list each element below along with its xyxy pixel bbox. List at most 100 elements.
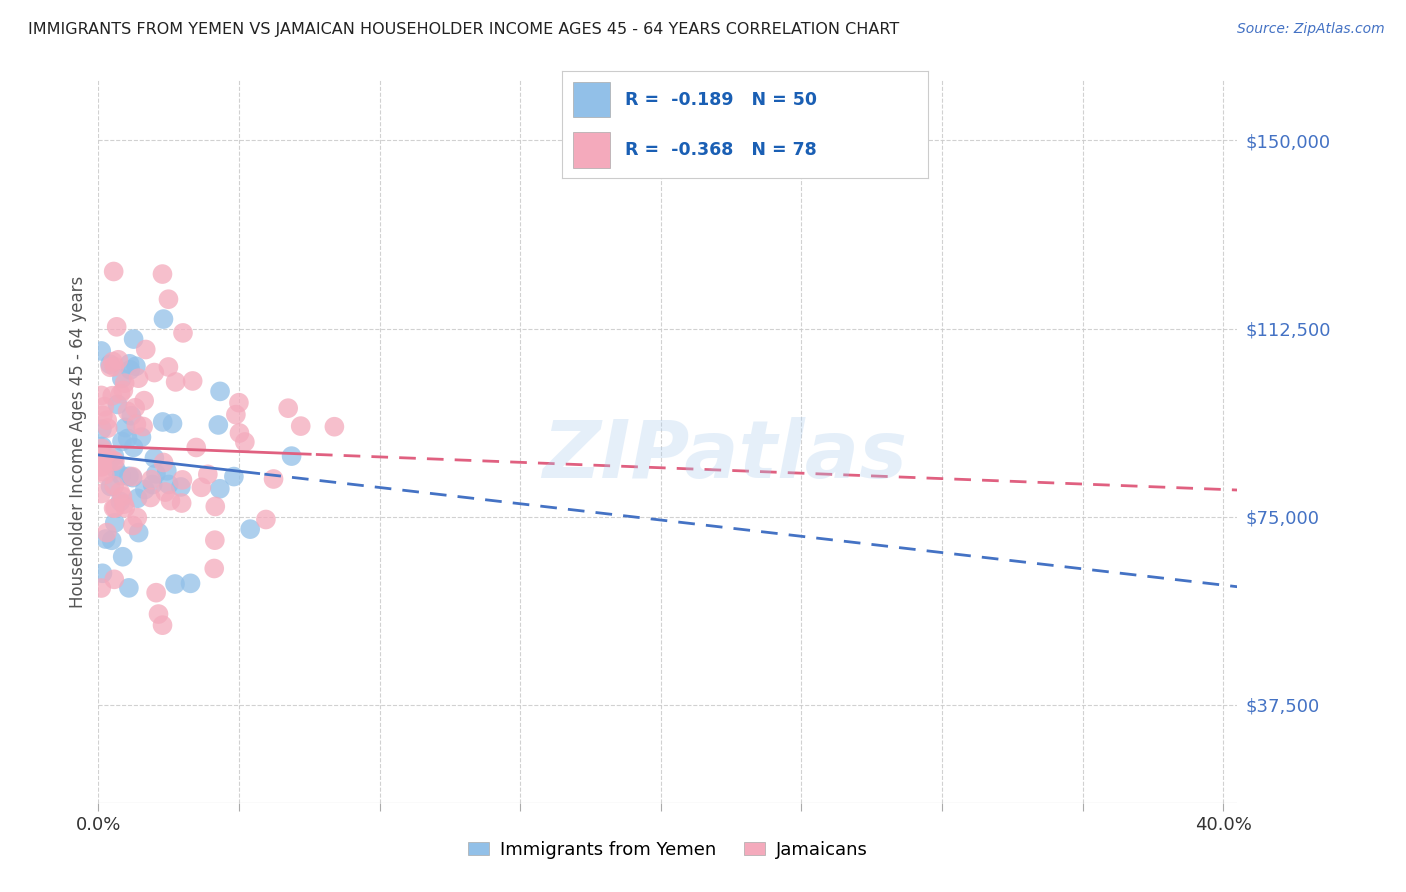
Point <box>98 360 121 375</box>
Point <box>90 459 112 474</box>
Point <box>128 525 150 540</box>
Point <box>100 479 122 493</box>
Point <box>143 366 166 380</box>
Point <box>152 455 174 469</box>
Point <box>131 430 153 444</box>
Point <box>108 484 131 499</box>
Point <box>190 480 212 494</box>
Point <box>134 393 156 408</box>
Point <box>114 420 136 434</box>
Point <box>145 585 167 599</box>
Point <box>103 359 125 374</box>
Point <box>254 512 277 526</box>
Point <box>120 409 142 423</box>
Point <box>118 357 141 371</box>
Point <box>90 486 112 500</box>
Text: Source: ZipAtlas.com: Source: ZipAtlas.com <box>1237 22 1385 37</box>
Point <box>96 447 118 461</box>
Point <box>104 516 127 530</box>
Point <box>124 401 146 415</box>
Point <box>222 469 245 483</box>
Point <box>122 518 145 533</box>
Point <box>91 459 114 474</box>
Point <box>110 387 132 401</box>
Point <box>104 454 127 468</box>
Point <box>159 493 181 508</box>
Point <box>103 478 125 492</box>
Point <box>186 441 208 455</box>
Point <box>93 400 115 414</box>
Point <box>91 566 114 581</box>
Point <box>90 450 112 464</box>
Point <box>152 415 174 429</box>
Point <box>103 453 125 467</box>
Point <box>152 312 174 326</box>
Point <box>103 572 125 586</box>
Point <box>139 491 162 505</box>
Point <box>233 435 256 450</box>
Point <box>143 450 166 465</box>
Point <box>170 480 193 494</box>
Point <box>180 576 202 591</box>
Point <box>225 408 247 422</box>
Text: ZIPatlas: ZIPatlas <box>543 417 907 495</box>
Point <box>94 532 117 546</box>
Point <box>127 371 149 385</box>
FancyBboxPatch shape <box>574 82 610 118</box>
Point <box>96 413 118 427</box>
Point <box>91 439 114 453</box>
Point <box>117 432 139 446</box>
Point <box>135 343 157 357</box>
Point <box>121 470 143 484</box>
Point <box>107 352 129 367</box>
Point <box>112 497 135 511</box>
Point <box>127 491 149 506</box>
Point <box>122 332 145 346</box>
Point <box>209 384 232 399</box>
Point <box>157 359 180 374</box>
Point <box>91 465 114 479</box>
Point <box>127 510 149 524</box>
Point <box>114 376 136 391</box>
Point <box>172 473 194 487</box>
Point <box>277 401 299 416</box>
Point <box>172 326 194 340</box>
Point <box>118 581 141 595</box>
Point <box>207 417 229 432</box>
Point <box>125 359 148 374</box>
Point <box>152 618 174 632</box>
Point <box>152 267 174 281</box>
Point <box>111 490 134 504</box>
Point <box>111 371 134 385</box>
Point <box>90 343 112 358</box>
Point <box>125 417 148 432</box>
Point <box>142 477 165 491</box>
Y-axis label: Householder Income Ages 45 - 64 years: Householder Income Ages 45 - 64 years <box>69 276 87 607</box>
Point <box>134 483 156 497</box>
Point <box>96 525 118 540</box>
Point <box>112 384 135 398</box>
Point <box>204 500 226 514</box>
Point <box>228 425 250 440</box>
Point <box>157 292 180 306</box>
Text: IMMIGRANTS FROM YEMEN VS JAMAICAN HOUSEHOLDER INCOME AGES 45 - 64 YEARS CORRELAT: IMMIGRANTS FROM YEMEN VS JAMAICAN HOUSEH… <box>28 22 900 37</box>
Point <box>98 357 121 371</box>
Point <box>110 494 132 508</box>
Point <box>105 319 128 334</box>
Point <box>107 397 129 411</box>
Point <box>263 472 285 486</box>
Point <box>156 464 179 478</box>
Point <box>162 417 184 431</box>
Point <box>100 533 122 548</box>
Point <box>165 375 187 389</box>
Point <box>117 404 139 418</box>
Point <box>163 577 186 591</box>
Point <box>148 607 170 621</box>
Point <box>120 363 142 377</box>
Point <box>97 421 120 435</box>
Point <box>204 533 226 548</box>
Point <box>121 469 143 483</box>
Point <box>101 389 124 403</box>
Point <box>101 354 124 368</box>
Point <box>110 468 132 483</box>
